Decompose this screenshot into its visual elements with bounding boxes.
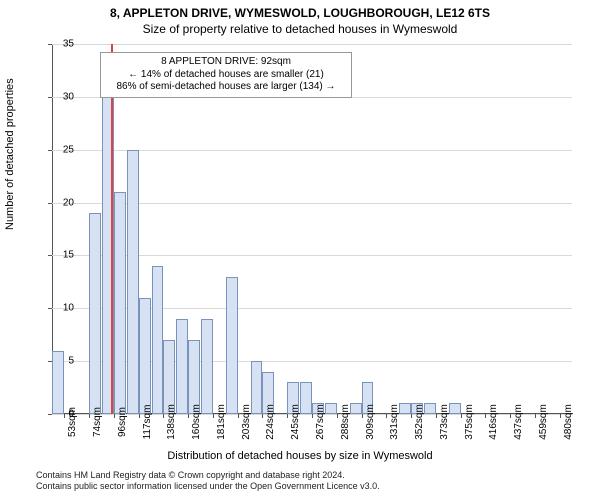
x-tick-label: 459sqm [538, 404, 549, 440]
histogram-bar [188, 340, 200, 414]
x-tick-label: 117sqm [142, 405, 153, 440]
y-tick [48, 308, 52, 309]
x-tick-label: 480sqm [563, 404, 574, 440]
x-tick [89, 414, 90, 418]
x-tick-label: 416sqm [488, 404, 499, 440]
x-tick [411, 414, 412, 418]
histogram-bar [127, 150, 139, 414]
histogram-bar [114, 192, 126, 414]
histogram-bar [300, 382, 312, 414]
y-tick [48, 255, 52, 256]
histogram-bar [176, 319, 188, 414]
y-tick [48, 97, 52, 98]
x-tick [262, 414, 263, 418]
x-tick [139, 414, 140, 418]
x-tick-label: 373sqm [439, 404, 450, 440]
histogram-bar [163, 340, 175, 414]
x-tick [188, 414, 189, 418]
x-tick [337, 414, 338, 418]
x-tick [535, 414, 536, 418]
x-tick [461, 414, 462, 418]
y-tick [48, 44, 52, 45]
x-tick-label: 437sqm [513, 404, 524, 440]
x-tick-label: 288sqm [340, 404, 351, 440]
footer-line2: Contains public sector information licen… [36, 481, 380, 492]
x-tick-label: 181sqm [216, 404, 227, 440]
x-tick [163, 414, 164, 418]
x-tick-label: 352sqm [414, 404, 425, 440]
footer-attribution: Contains HM Land Registry data © Crown c… [36, 470, 380, 492]
x-tick-label: 74sqm [92, 407, 103, 437]
x-tick-label: 203sqm [241, 404, 252, 440]
property-marker-line [111, 44, 113, 414]
y-tick-label: 35 [54, 39, 74, 50]
x-tick-label: 375sqm [464, 404, 475, 440]
footer-line1: Contains HM Land Registry data © Crown c… [36, 470, 380, 481]
title-subtitle: Size of property relative to detached ho… [0, 20, 600, 36]
x-tick-label: 96sqm [117, 407, 128, 437]
y-tick-label: 20 [54, 197, 74, 208]
x-axis-label: Distribution of detached houses by size … [0, 450, 600, 462]
x-tick-label: 331sqm [389, 404, 400, 440]
x-tick [287, 414, 288, 418]
histogram-bar [152, 266, 164, 414]
x-tick-label: 309sqm [365, 404, 376, 440]
x-tick-label: 53sqm [67, 407, 78, 437]
info-line: ← 14% of detached houses are smaller (21… [106, 69, 346, 82]
x-tick [485, 414, 486, 418]
x-tick [436, 414, 437, 418]
x-tick [362, 414, 363, 418]
histogram-bar [449, 403, 461, 414]
histogram-bar [424, 403, 436, 414]
info-line: 86% of semi-detached houses are larger (… [106, 81, 346, 94]
x-tick-label: 160sqm [191, 404, 202, 440]
y-tick [48, 361, 52, 362]
x-tick [386, 414, 387, 418]
plot-region: 8 APPLETON DRIVE: 92sqm← 14% of detached… [52, 44, 572, 414]
title-address: 8, APPLETON DRIVE, WYMESWOLD, LOUGHBOROU… [0, 0, 600, 20]
histogram-bar [399, 403, 411, 414]
y-tick-label: 5 [54, 356, 74, 367]
y-tick [48, 414, 52, 415]
y-tick-label: 10 [54, 303, 74, 314]
histogram-bar [325, 403, 337, 414]
y-tick [48, 150, 52, 151]
histogram-bar [350, 403, 362, 414]
x-tick [560, 414, 561, 418]
histogram-bar [251, 361, 263, 414]
x-tick-label: 245sqm [290, 404, 301, 440]
x-tick [312, 414, 313, 418]
x-tick-label: 267sqm [315, 404, 326, 440]
histogram-bar [201, 319, 213, 414]
y-tick-label: 25 [54, 144, 74, 155]
info-line: 8 APPLETON DRIVE: 92sqm [106, 56, 346, 69]
y-tick [48, 203, 52, 204]
x-tick [213, 414, 214, 418]
y-axis-label: Number of detached properties [4, 78, 16, 230]
histogram-bar [226, 277, 238, 414]
x-tick-label: 138sqm [166, 404, 177, 440]
x-tick [114, 414, 115, 418]
x-tick [238, 414, 239, 418]
y-tick-label: 30 [54, 91, 74, 102]
x-tick [510, 414, 511, 418]
histogram-bar [139, 298, 151, 414]
y-tick-label: 15 [54, 250, 74, 261]
histogram-bar [89, 213, 101, 414]
property-info-box: 8 APPLETON DRIVE: 92sqm← 14% of detached… [100, 52, 352, 98]
gridline [52, 44, 572, 45]
x-tick-label: 224sqm [265, 404, 276, 440]
chart-area: 8 APPLETON DRIVE: 92sqm← 14% of detached… [52, 44, 572, 414]
